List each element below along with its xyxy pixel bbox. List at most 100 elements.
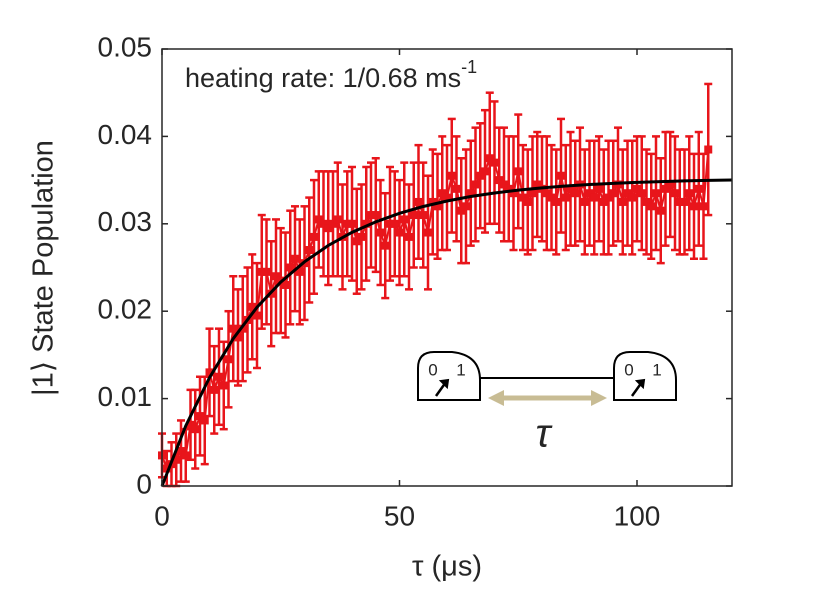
y-tick-label: 0.02 [98, 294, 153, 325]
tau-label: τ [536, 412, 554, 456]
marker [224, 355, 233, 364]
marker [357, 232, 366, 241]
marker [476, 171, 485, 180]
marker [533, 180, 542, 189]
dial-label: 1 [456, 360, 465, 379]
marker [362, 219, 371, 228]
marker [462, 202, 470, 211]
marker [528, 189, 537, 198]
marker [191, 425, 200, 434]
marker [305, 246, 314, 255]
marker [272, 272, 280, 281]
marker [295, 267, 304, 276]
marker [690, 202, 698, 211]
marker [390, 219, 399, 228]
marker [656, 206, 665, 215]
marker [234, 333, 242, 342]
inset-diagram [417, 351, 677, 406]
y-axis-label: |1⟩ State Population [28, 140, 60, 396]
marker [333, 215, 342, 224]
marker [200, 416, 209, 425]
marker [452, 184, 461, 193]
marker [495, 176, 504, 185]
marker [405, 232, 413, 241]
marker [438, 189, 447, 198]
marker [219, 381, 228, 390]
needle-head [438, 378, 450, 390]
y-tick-label: 0.03 [98, 206, 153, 237]
marker [571, 189, 580, 198]
marker [609, 189, 618, 198]
marker [253, 311, 261, 320]
marker [542, 189, 551, 198]
marker [428, 197, 437, 206]
marker [466, 189, 475, 198]
marker [324, 224, 333, 233]
y-tick-label: 0.01 [98, 381, 153, 412]
marker [352, 237, 361, 246]
marker [215, 372, 223, 381]
marker [196, 412, 204, 421]
marker [604, 193, 613, 202]
marker [633, 184, 641, 193]
annotation: heating rate: 1/0.68 ms-1 [185, 57, 477, 93]
marker [457, 206, 466, 215]
marker [281, 280, 290, 289]
marker [694, 184, 703, 193]
marker [661, 184, 670, 193]
needle-head [634, 378, 646, 390]
x-tick-label: 50 [384, 500, 415, 531]
marker [424, 228, 432, 237]
marker [642, 197, 651, 206]
detector-right [613, 351, 677, 401]
marker [666, 180, 675, 189]
marker [504, 184, 513, 193]
marker [386, 219, 394, 228]
marker [262, 267, 271, 276]
marker [509, 189, 518, 198]
marker [514, 167, 523, 176]
marker [286, 263, 295, 272]
marker [623, 189, 632, 198]
marker [238, 324, 247, 333]
marker [580, 197, 589, 206]
marker [471, 180, 480, 189]
marker [433, 202, 442, 211]
marker [205, 368, 214, 377]
marker [637, 189, 646, 198]
marker [257, 267, 266, 276]
y-tick-label: 0.05 [98, 31, 153, 62]
marker [685, 189, 694, 198]
marker [490, 158, 499, 167]
marker [675, 197, 684, 206]
marker [671, 189, 679, 198]
axes-frame [161, 48, 733, 487]
marker [566, 184, 575, 193]
marker [395, 228, 404, 237]
marker [348, 219, 356, 228]
plot-layer [158, 82, 733, 488]
marker [419, 211, 428, 220]
marker [186, 420, 195, 429]
marker [557, 171, 565, 180]
marker [329, 219, 337, 228]
marker [172, 455, 181, 464]
marker [291, 254, 299, 263]
fit-line [160, 178, 733, 487]
marker [599, 197, 608, 206]
marker [523, 197, 532, 206]
marker [181, 451, 190, 460]
x-tick-label: 100 [614, 500, 661, 531]
marker [647, 202, 656, 211]
marker [367, 211, 375, 220]
marker [371, 211, 380, 220]
marker [618, 197, 627, 206]
marker [248, 302, 257, 311]
annotation-text: heating rate: 1/0.68 ms [185, 63, 461, 93]
y-tick-label: 0 [136, 468, 152, 499]
dial-label: 0 [428, 360, 437, 379]
marker [595, 184, 603, 193]
marker [704, 145, 713, 154]
marker [314, 215, 323, 224]
y-tick-label: 0.04 [98, 119, 153, 150]
